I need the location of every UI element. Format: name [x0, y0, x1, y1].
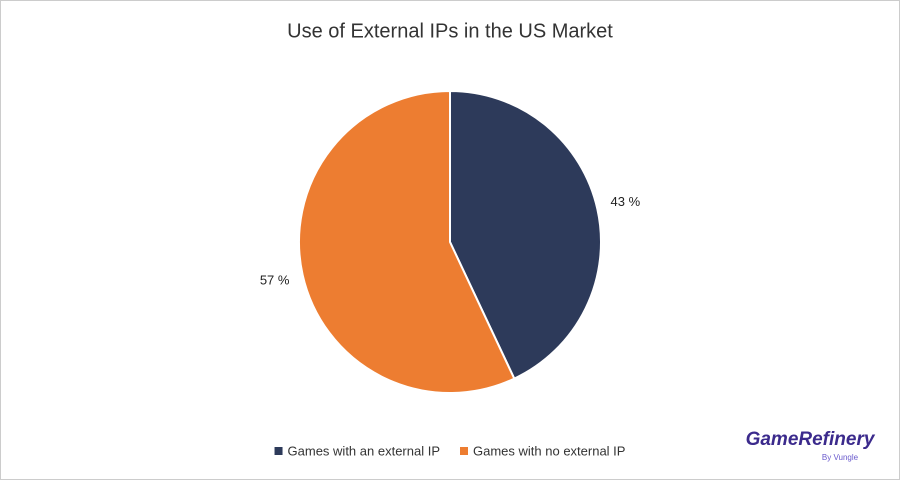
legend-label: Games with no external IP [473, 443, 625, 458]
pie-slice [298, 89, 516, 394]
data-label: 43 % [611, 194, 641, 209]
legend-marker [274, 447, 283, 455]
pie-slice [449, 89, 602, 380]
logo-name: GameRefinery [746, 429, 876, 450]
data-label: 57 % [260, 273, 290, 288]
logo-tagline: By Vungle [822, 453, 859, 462]
legend-marker [460, 447, 468, 455]
legend-label: Games with an external IP [288, 443, 440, 458]
chart-title: Use of External IPs in the US Market [287, 20, 613, 42]
